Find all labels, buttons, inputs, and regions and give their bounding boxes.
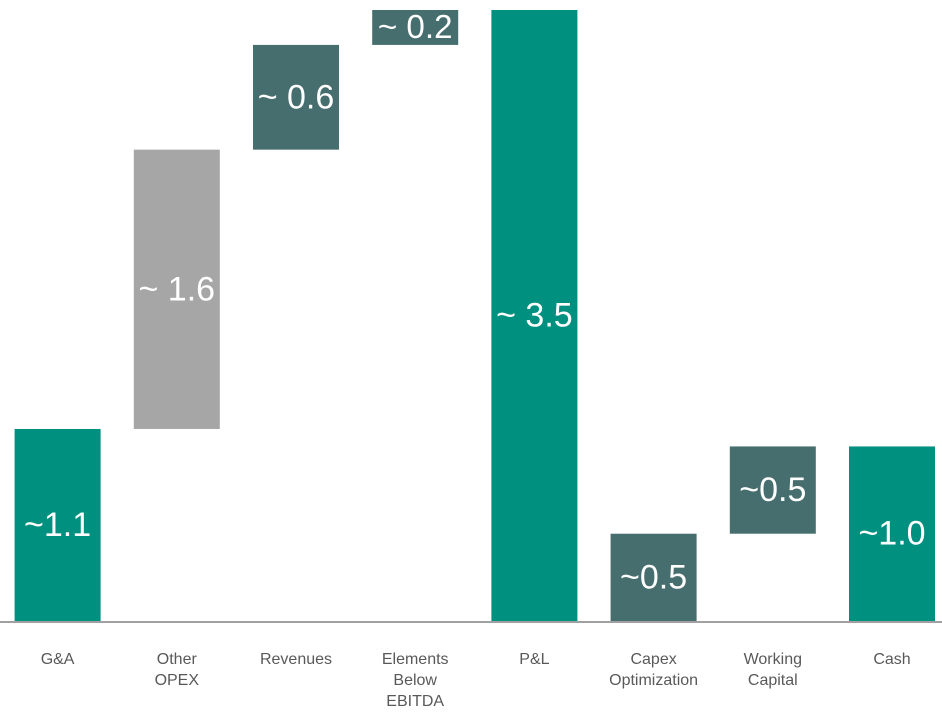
- category-label: Cash: [873, 651, 910, 668]
- category-label: Elements Below EBITDA: [382, 651, 449, 710]
- bar-0: [14, 428, 101, 621]
- category-label-line: Below: [393, 672, 437, 689]
- bar-value-label: ~0.5: [739, 471, 806, 509]
- bar-3: [372, 10, 459, 45]
- category-label-line: P&L: [519, 651, 549, 668]
- category-label-line: Capex: [630, 651, 676, 668]
- bar-value-label: ~1.0: [858, 515, 925, 553]
- category-label: Other OPEX: [155, 651, 200, 689]
- bar-4: [491, 10, 578, 621]
- category-label-line: Revenues: [260, 651, 332, 668]
- category-label: P&L: [519, 651, 549, 668]
- bar-value-label: ~ 1.6: [139, 270, 216, 308]
- bar-value-label: ~0.5: [620, 558, 687, 596]
- category-labels-group: G&A Other OPEX Revenues Elements Below EBITDA P…: [41, 651, 911, 710]
- bar-value-label: ~ 0.6: [258, 78, 335, 116]
- category-label: Revenues: [260, 651, 332, 668]
- category-label-line: OPEX: [155, 672, 200, 689]
- category-label-line: G&A: [41, 651, 75, 668]
- bar-5: [610, 533, 697, 621]
- category-label-line: Elements: [382, 651, 449, 668]
- bar-1: [133, 149, 220, 429]
- category-label: Capex Optimization: [609, 651, 698, 689]
- bar-7: [849, 446, 935, 621]
- bar-6: [729, 446, 816, 534]
- category-label-line: Cash: [873, 651, 910, 668]
- category-label-line: Other: [157, 651, 198, 668]
- category-label-line: Capital: [748, 672, 798, 689]
- bar-2: [253, 44, 339, 150]
- category-label: G&A: [41, 651, 75, 668]
- category-label-line: Optimization: [609, 672, 698, 689]
- bars-group: ~1.1 ~ 1.6 ~ 0.6 ~ 0.2 ~ 3.5 ~0.5 ~0.5 ~1.0: [14, 9, 935, 621]
- category-label: Working Capital: [744, 651, 802, 689]
- bar-value-label: ~ 3.5: [496, 297, 573, 335]
- bar-value-label: ~ 0.2: [378, 9, 453, 46]
- category-label-line: Working: [744, 651, 802, 668]
- bar-value-label: ~1.1: [24, 506, 91, 544]
- category-label-line: EBITDA: [386, 693, 444, 710]
